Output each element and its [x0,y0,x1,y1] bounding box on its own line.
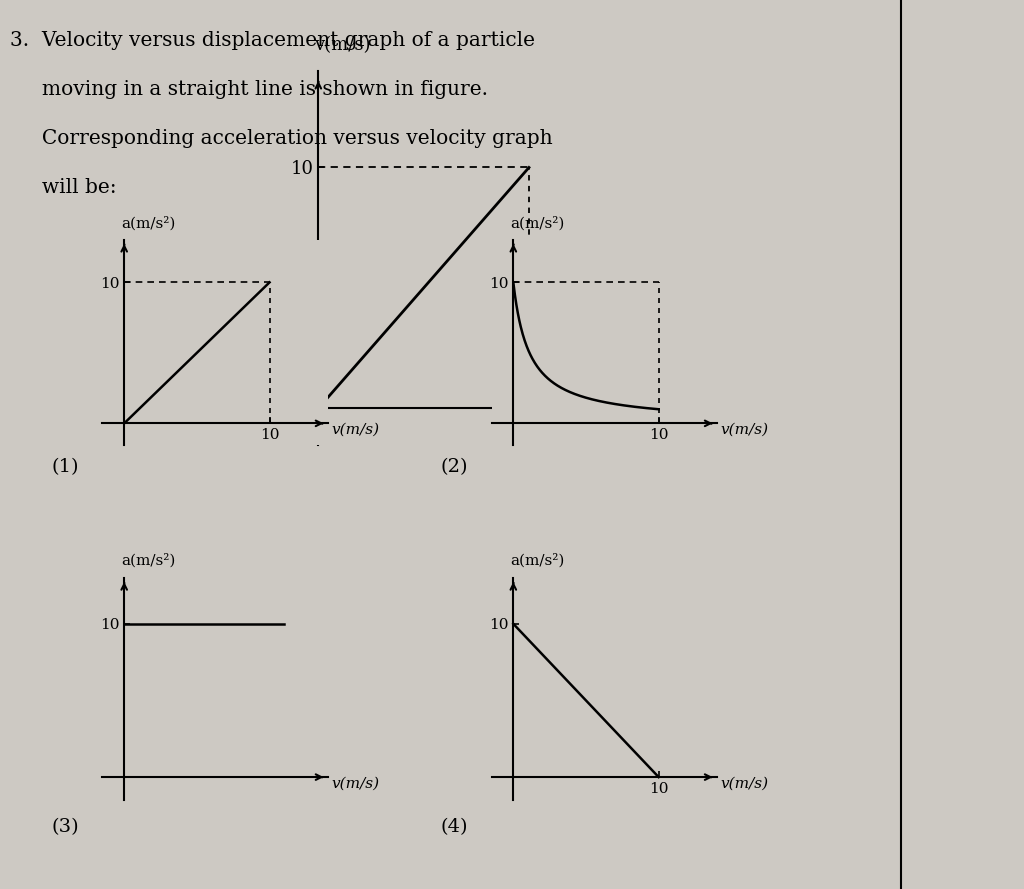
Text: will be:: will be: [10,178,117,196]
Text: s(m): s(m) [663,410,702,428]
Text: a(m/s²): a(m/s²) [121,554,175,568]
Text: (3): (3) [51,818,79,836]
Text: a(m/s²): a(m/s²) [121,217,175,231]
Text: v(m/s): v(m/s) [332,777,380,791]
Text: moving in a straight line is shown in figure.: moving in a straight line is shown in fi… [10,80,488,99]
Text: v(m/s): v(m/s) [313,36,370,54]
Text: (4): (4) [440,818,468,836]
Text: Corresponding acceleration versus velocity graph: Corresponding acceleration versus veloci… [10,129,553,148]
Text: v(m/s): v(m/s) [721,777,769,791]
Text: 3.  Velocity versus displacement graph of a particle: 3. Velocity versus displacement graph of… [10,31,536,50]
Text: (1): (1) [51,458,79,476]
Text: v(m/s): v(m/s) [721,422,769,436]
Text: a(m/s²): a(m/s²) [510,217,564,231]
Text: (2): (2) [440,458,468,476]
Text: a(m/s²): a(m/s²) [510,554,564,568]
Text: v(m/s): v(m/s) [332,422,380,436]
